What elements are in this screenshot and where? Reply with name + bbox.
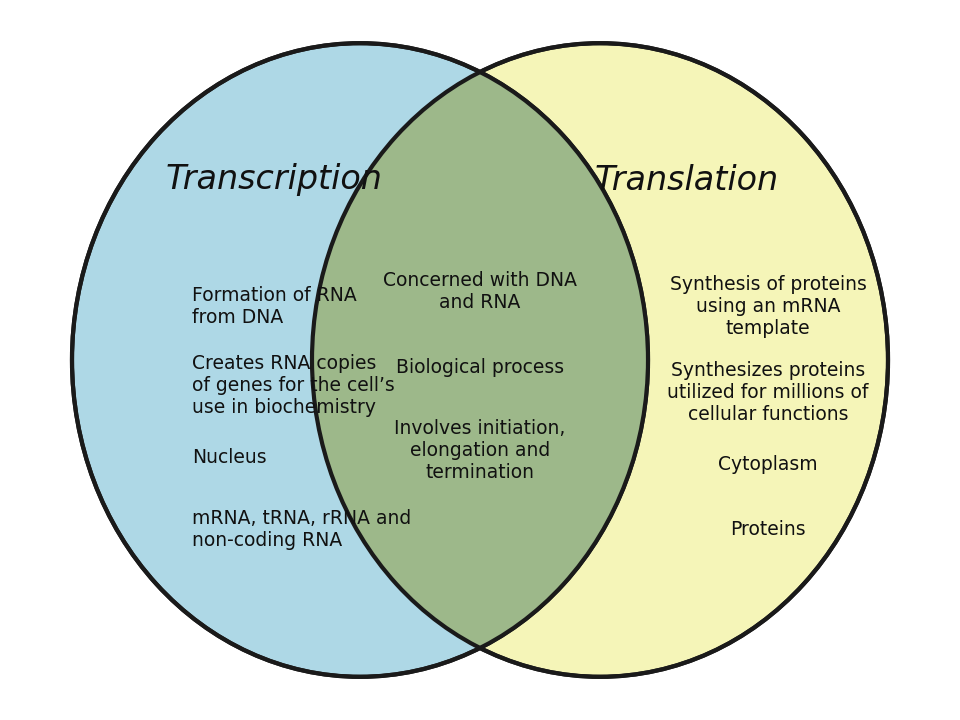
Text: Concerned with DNA
and RNA: Concerned with DNA and RNA	[383, 271, 577, 312]
Ellipse shape	[312, 43, 888, 677]
Text: Synthesizes proteins
utilized for millions of
cellular functions: Synthesizes proteins utilized for millio…	[667, 361, 869, 424]
Text: Synthesis of proteins
using an mRNA
template: Synthesis of proteins using an mRNA temp…	[669, 274, 867, 338]
Text: Nucleus: Nucleus	[192, 448, 267, 467]
Text: Biological process: Biological process	[396, 358, 564, 377]
Text: Creates RNA copies
of genes for the cell’s
use in biochemistry: Creates RNA copies of genes for the cell…	[192, 354, 395, 417]
Ellipse shape	[72, 43, 648, 677]
Polygon shape	[312, 73, 648, 647]
Text: Involves initiation,
elongation and
termination: Involves initiation, elongation and term…	[395, 418, 565, 482]
Text: Proteins: Proteins	[731, 520, 805, 539]
Text: Transcription: Transcription	[165, 163, 382, 197]
Text: Translation: Translation	[594, 163, 779, 197]
Text: Formation of RNA
from DNA: Formation of RNA from DNA	[192, 286, 357, 326]
Text: Cytoplasm: Cytoplasm	[718, 455, 818, 474]
Text: mRNA, tRNA, rRNA and
non-coding RNA: mRNA, tRNA, rRNA and non-coding RNA	[192, 509, 411, 549]
